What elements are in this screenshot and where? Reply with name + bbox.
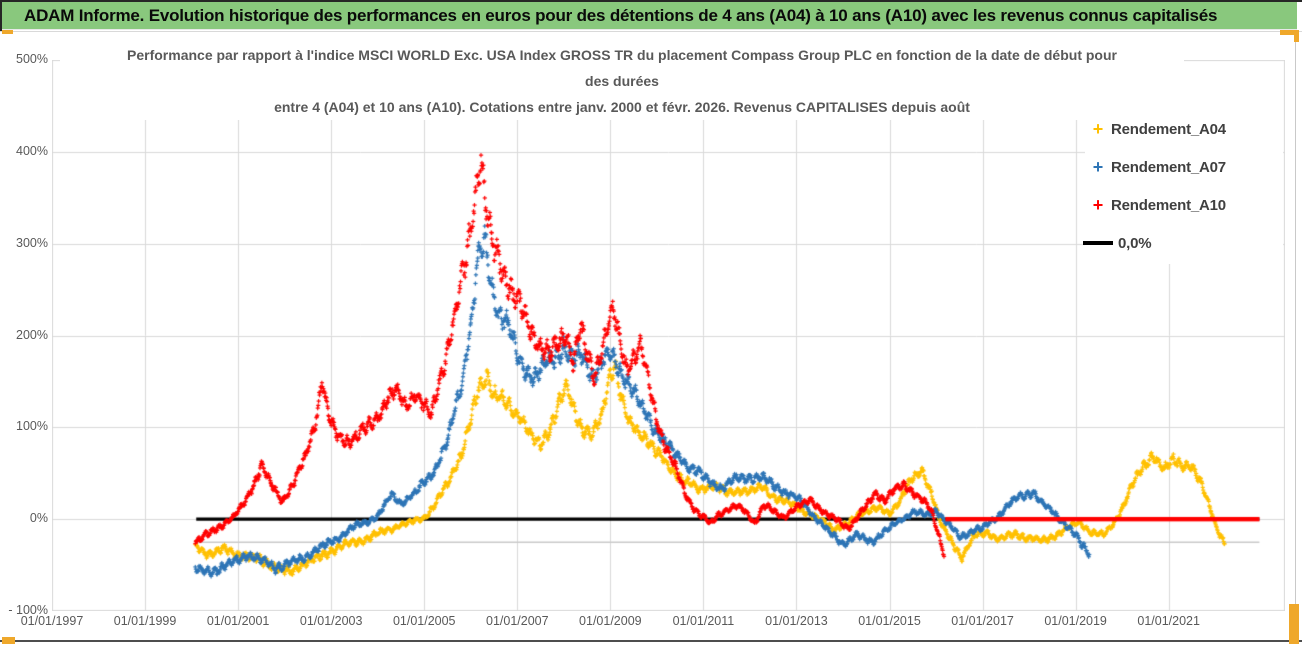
x-axis-tick-label: 01/01/2003 [299,614,363,628]
legend-label: 0,0% [1118,234,1152,252]
legend-plus-marker-icon: + [1092,195,1104,215]
y-axis-tick-label: 100% [16,419,48,434]
chart-object-right-border [1295,40,1296,606]
legend-entry-0-0-[interactable]: 0,0% [1083,224,1283,262]
y-axis-tick-label: 0% [29,511,48,526]
y-axis-tick-label: 400% [16,143,48,158]
x-axis-tick-label: 01/01/2021 [1137,614,1200,628]
x-axis-tick-label: 01/01/1999 [113,614,177,628]
sheet-header-cell[interactable]: ADAM Informe. Evolution historique des p… [2,2,1297,30]
legend-label: Rendement_A04 [1111,120,1226,138]
window-bottom-edge [0,640,1302,642]
chart-title-line2: des durées [585,73,659,89]
x-axis-tick-label: 01/01/2007 [486,614,549,628]
x-axis-tick-label: 01/01/2005 [392,614,456,628]
selection-accent-corner-v [1294,30,1299,42]
chart-title-line3: entre 4 (A04) et 10 ans (A10). Cotations… [274,99,970,115]
legend-entry-rendement-a07[interactable]: + Rendement_A07 [1085,148,1283,186]
x-axis-tick-label: 01/01/2017 [951,614,1014,628]
y-axis-tick-label: 200% [16,327,48,342]
legend-label: Rendement_A10 [1111,196,1226,214]
selection-accent-top-left [2,30,13,34]
selection-accent-bottom-left [2,637,15,644]
x-axis-tick-label: 01/01/2011 [672,614,735,628]
header-title: ADAM Informe. Evolution historique des p… [24,5,1218,25]
legend-line-swatch [1083,241,1113,245]
selection-accent-bottom-right [1289,604,1299,644]
chart-title-line1: Performance par rapport à l'indice MSCI … [127,47,1117,63]
x-axis-tick-label: 01/01/2009 [579,614,642,628]
chart-title: Performance par rapport à l'indice MSCI … [60,42,1184,120]
x-axis-tick-label: 01/01/2019 [1044,614,1107,628]
y-axis-tick-label: 300% [16,235,48,250]
selection-accent-corner-h [1280,30,1299,35]
y-axis-tick-label: - 100% [8,603,48,617]
scatter-plot-area[interactable] [52,60,1285,611]
window-top-edge [0,0,1302,2]
row-divider [0,31,1302,32]
x-axis-tick-label: 01/01/2001 [206,614,270,628]
window-left-edge [0,0,2,31]
x-axis-tick-label: 01/01/2015 [858,614,921,628]
legend-plus-marker-icon: + [1092,157,1104,177]
legend-entry-rendement-a04[interactable]: + Rendement_A04 [1085,110,1283,148]
chart-legend[interactable]: + Rendement_A04 + Rendement_A07 + Rendement_A… [1083,98,1283,264]
x-axis-tick-label: 01/01/1997 [20,614,84,628]
legend-label: Rendement_A07 [1111,158,1226,176]
y-axis-tick-label: 500% [16,52,48,66]
x-axis-tick-label: 01/01/2013 [765,614,828,628]
legend-plus-marker-icon: + [1092,119,1104,139]
legend-entry-rendement-a10[interactable]: + Rendement_A10 [1085,186,1283,224]
